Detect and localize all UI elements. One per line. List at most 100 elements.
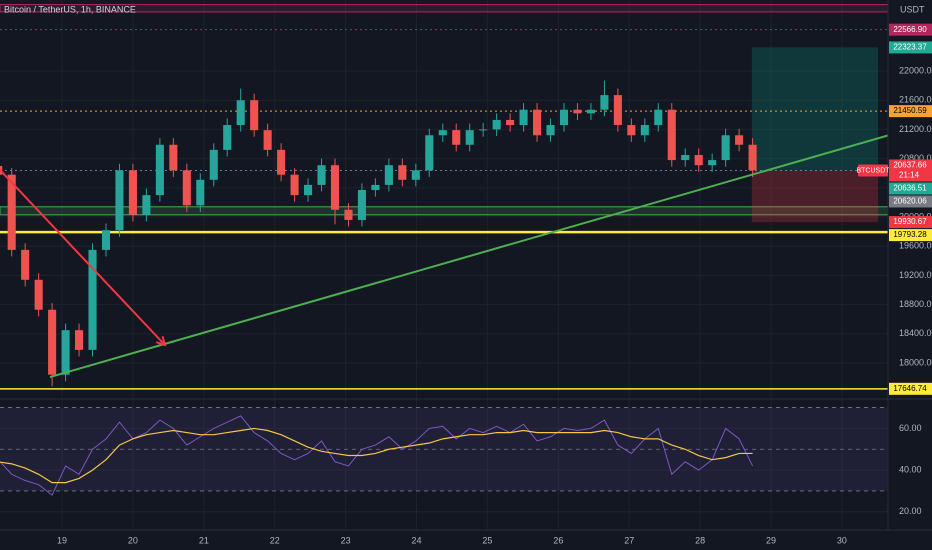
x-tick-label: 21	[199, 535, 209, 545]
candle-body	[586, 109, 595, 114]
price-tag	[889, 159, 932, 182]
candle-body	[101, 230, 111, 250]
candle-body	[681, 154, 690, 161]
candle-body	[559, 109, 569, 126]
price-label: 17646.74	[893, 384, 927, 393]
rsi-tick-label: 60.00	[899, 423, 922, 433]
candle-body	[48, 309, 57, 375]
position-loss	[751, 170, 879, 223]
plot-area	[0, 0, 888, 530]
candle-body	[748, 144, 757, 171]
y-tick-label: 20800.00	[899, 153, 932, 163]
x-tick-label: 28	[695, 535, 705, 545]
price-label: 22323.37	[893, 43, 927, 52]
candle-body	[573, 109, 582, 114]
candle-body	[344, 209, 353, 220]
candle-body	[21, 249, 30, 280]
price-label: 22566.90	[893, 25, 927, 34]
x-tick-label: 29	[766, 535, 776, 545]
countdown-label: 21:14	[899, 171, 920, 180]
candle-body	[465, 130, 474, 145]
rsi-tick-label: 20.00	[899, 506, 922, 516]
y-tick-label: 18800.00	[899, 299, 932, 309]
candle-body	[492, 119, 501, 130]
candle-body	[613, 95, 622, 126]
rsi-line	[0, 415, 754, 496]
x-tick-label: 30	[837, 535, 847, 545]
candle-body	[411, 170, 420, 180]
candle-body	[479, 129, 488, 131]
y-tick-label: 22000.00	[899, 65, 932, 75]
symbol-tag	[858, 164, 888, 177]
candle-body	[7, 174, 16, 250]
candle-body	[209, 149, 218, 180]
candle-body	[506, 119, 515, 126]
candle-body	[694, 154, 703, 166]
x-tick-label: 26	[553, 535, 563, 545]
y-tick-label: 18400.00	[899, 328, 932, 338]
x-tick-label: 22	[270, 535, 280, 545]
candle-body	[236, 100, 245, 126]
candle-body	[196, 179, 205, 206]
price-tag	[889, 382, 932, 395]
trendline-arrow	[155, 336, 167, 347]
trendline	[49, 134, 888, 379]
symbol-label: BTCUSDT	[856, 167, 890, 174]
zone	[0, 206, 888, 216]
candle-body	[330, 165, 340, 210]
price-tag	[889, 229, 932, 242]
candle-body	[169, 144, 178, 171]
candle-body	[75, 330, 84, 350]
candle-body	[384, 165, 393, 185]
price-label: 19930.67	[893, 217, 927, 226]
candle-body	[640, 125, 649, 136]
x-tick-label: 27	[624, 535, 634, 545]
candle-body	[398, 165, 407, 180]
candle-body	[438, 130, 447, 136]
price-tag	[889, 216, 932, 229]
price-label: 20637.66	[893, 161, 927, 170]
currency-label: USDT	[900, 4, 925, 14]
candle-body	[317, 165, 326, 185]
candle-body	[277, 149, 286, 175]
price-tag	[889, 105, 932, 118]
zone	[0, 4, 888, 13]
candle-body	[519, 109, 528, 126]
candle-body	[128, 170, 137, 215]
position-profit	[751, 47, 879, 171]
y-tick-label: 18000.00	[899, 357, 932, 367]
candle-body	[735, 135, 744, 145]
candle-body	[223, 125, 232, 150]
chart-title: Bitcoin / TetherUS, 1h, BINANCE	[4, 4, 136, 14]
y-tick-label: 21600.00	[899, 95, 932, 105]
candle-body	[425, 135, 434, 171]
price-tag	[889, 41, 932, 54]
candle-body	[452, 130, 461, 145]
candle-body	[61, 330, 70, 375]
price-label: 19793.28	[893, 230, 927, 239]
candle-body	[290, 174, 299, 196]
x-tick-label: 25	[482, 535, 492, 545]
candle-body	[263, 130, 272, 150]
price-tag	[889, 195, 932, 208]
candle-body	[627, 125, 636, 136]
x-tick-label: 23	[341, 535, 351, 545]
price-label: 21450.59	[893, 106, 927, 115]
rsi-tick-label: 40.00	[899, 464, 922, 474]
candle-body	[357, 190, 366, 220]
y-tick-label: 19200.00	[899, 270, 932, 280]
y-tick-label: 19600.00	[899, 241, 932, 251]
candle-body	[533, 109, 542, 136]
candle-body	[654, 109, 663, 126]
candle-body	[115, 170, 124, 231]
candle-body	[250, 100, 259, 131]
candle-body	[34, 279, 43, 310]
trendline	[0, 169, 166, 346]
candle-body	[667, 109, 676, 161]
y-tick-label: 21200.00	[899, 124, 932, 134]
price-tag	[889, 182, 932, 195]
candle-body	[721, 135, 730, 161]
candle-body	[182, 170, 191, 206]
price-tag	[889, 23, 932, 36]
candle-body	[546, 125, 555, 136]
